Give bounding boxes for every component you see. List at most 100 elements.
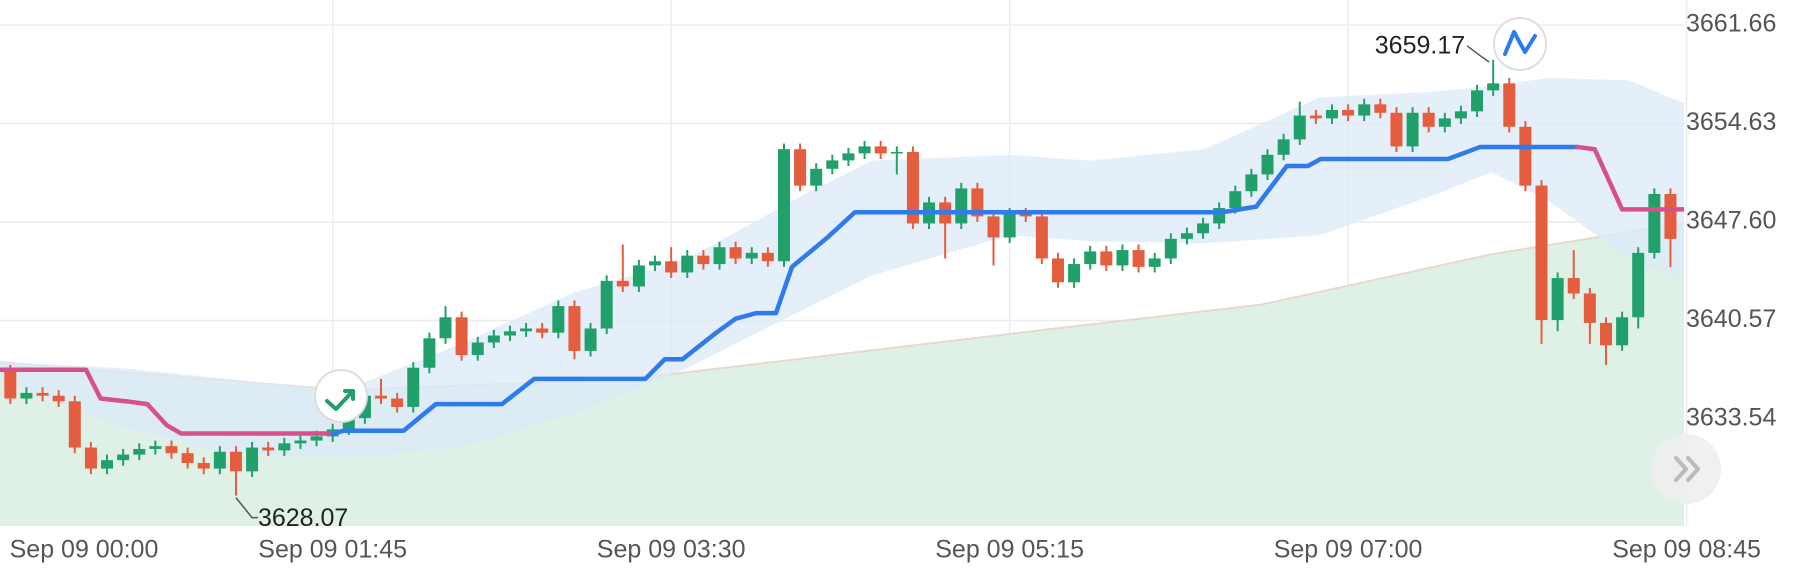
candle-body: [1003, 213, 1016, 238]
y-tick-label: 3647.60: [1686, 207, 1776, 235]
candle-body: [229, 451, 242, 472]
candle-body: [520, 328, 533, 332]
button-glyph: [1686, 456, 1700, 482]
candle-body: [4, 370, 17, 399]
candle-body: [1551, 278, 1564, 321]
candle-body: [1648, 194, 1661, 253]
candle-body: [101, 460, 114, 469]
candle-body: [1583, 293, 1596, 323]
max-annotation: 3659.17: [1375, 32, 1465, 60]
candle-body: [423, 338, 436, 368]
trend-line: [330, 144, 1580, 436]
candle-body: [213, 451, 226, 469]
y-tick-label: 3654.63: [1686, 108, 1776, 136]
candle-body: [1358, 104, 1371, 116]
x-tick-label: Sep 09 00:00: [10, 536, 159, 564]
candle-body: [181, 453, 194, 463]
candle-body: [1503, 83, 1516, 127]
candle-body: [584, 328, 597, 351]
y-tick-label: 3661.66: [1686, 10, 1776, 38]
candle-body: [1245, 174, 1258, 192]
candle-body: [794, 149, 807, 186]
candle-body: [1051, 258, 1064, 283]
candle-body: [1454, 111, 1467, 119]
candle-body: [1422, 112, 1435, 127]
candle-body: [1535, 185, 1548, 321]
x-tick-label: Sep 09 05:15: [935, 536, 1084, 564]
candle-body: [391, 398, 404, 407]
candle-body: [890, 151, 903, 154]
candle-body: [1132, 250, 1145, 267]
candle-body: [487, 335, 500, 343]
annotation-leader: [235, 497, 258, 519]
candle-body: [36, 392, 49, 396]
candle-body: [568, 306, 581, 351]
candle-body: [665, 261, 678, 273]
candle-body: [1164, 238, 1177, 259]
candle-body: [1664, 194, 1677, 239]
candle-body: [1487, 83, 1500, 91]
candle-body: [713, 247, 726, 265]
candle-body: [1035, 216, 1048, 259]
candle-body: [1100, 251, 1113, 266]
plot-area: [0, 59, 1684, 526]
candle-body: [955, 188, 968, 224]
icons: [314, 17, 1721, 504]
candle-body: [310, 436, 323, 441]
candle-body: [1148, 258, 1161, 267]
candle-body: [842, 153, 855, 161]
x-tick-label: Sep 09 03:30: [597, 536, 746, 564]
y-tick-label: 3633.54: [1686, 404, 1776, 432]
trend-line: [1574, 144, 1684, 212]
candle-body: [1374, 104, 1387, 113]
candle-body: [1567, 278, 1580, 294]
candle-body: [536, 328, 549, 333]
candle-body: [278, 443, 291, 451]
candle-body: [971, 188, 984, 217]
candle-body: [165, 446, 178, 454]
candle-body: [697, 255, 710, 265]
candle-body: [133, 448, 146, 455]
icon-glyph: [325, 389, 355, 411]
candle-body: [1390, 112, 1403, 147]
axes: 3661.66 3654.63 3647.60 3640.57 3633.54 Sep 0…: [10, 10, 1777, 564]
candle-body: [632, 265, 645, 287]
candle-body: [1406, 112, 1419, 147]
candle-body: [761, 252, 774, 262]
candle-body: [1471, 90, 1484, 112]
x-tick-label: Sep 09 01:45: [258, 536, 407, 564]
candle-body: [1068, 264, 1081, 283]
icon-glyph: [343, 389, 355, 401]
candle-body: [1116, 250, 1129, 266]
icon-glyph: [1503, 30, 1537, 56]
candle-body: [84, 447, 97, 469]
candle-body: [1229, 191, 1242, 209]
candle-body: [777, 149, 790, 262]
candle-body: [681, 255, 694, 273]
candle-body: [1261, 154, 1274, 175]
candle-body: [874, 146, 887, 154]
x-tick-label: Sep 09 07:00: [1274, 536, 1423, 564]
candle-body: [439, 317, 452, 339]
candle-body: [1325, 109, 1338, 119]
candle-body: [906, 151, 919, 224]
candle-body: [729, 247, 742, 259]
candle-body: [858, 146, 871, 154]
candle-body: [810, 168, 823, 186]
buy-signal-icon[interactable]: [314, 369, 368, 423]
candle-body: [262, 447, 275, 451]
candle-body: [20, 392, 33, 399]
candle-body: [1180, 233, 1193, 239]
candle-body: [1309, 115, 1322, 119]
candle-body: [342, 418, 355, 430]
signal-icon[interactable]: [1493, 17, 1547, 71]
candle-body: [197, 462, 210, 469]
candle-body: [1632, 252, 1645, 318]
scroll-latest-button[interactable]: [1651, 434, 1721, 504]
candle-body: [68, 401, 81, 448]
candle-body: [1293, 115, 1306, 140]
candle-body: [246, 447, 259, 472]
candle-body: [149, 446, 162, 449]
trend-line: [0, 367, 335, 436]
